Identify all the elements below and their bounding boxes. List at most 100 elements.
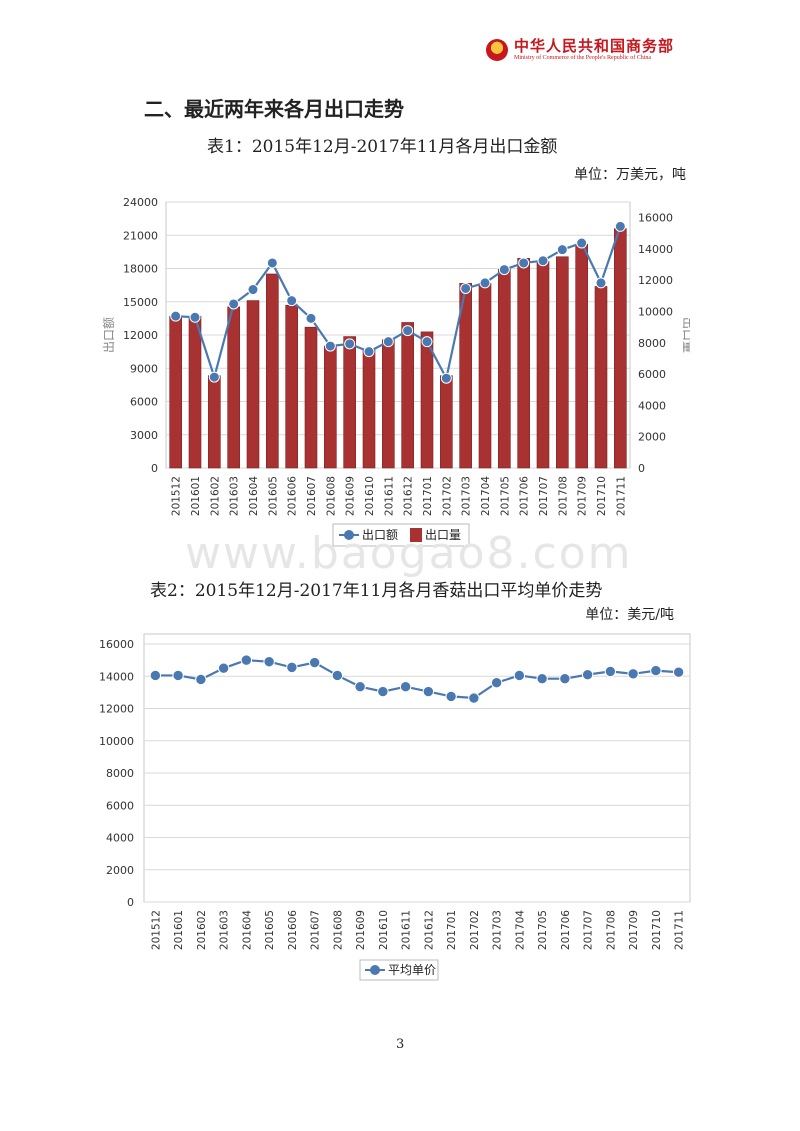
point-export-value (402, 325, 414, 337)
y-tick-label: 24000 (123, 196, 158, 209)
point-export-value (498, 264, 510, 276)
x-tick-label: 201605 (267, 476, 279, 516)
y-tick-label: 14000 (99, 670, 134, 683)
point-export-value (228, 298, 240, 310)
x-tick-label: 201512 (150, 910, 162, 950)
point-export-value (518, 257, 530, 269)
bar-export-volume (594, 286, 608, 469)
x-tick-label: 201604 (241, 910, 253, 950)
bar-export-volume (382, 339, 395, 469)
point-average-price (581, 668, 594, 681)
point-average-price (468, 692, 480, 704)
x-tick-label: 201711 (615, 476, 627, 516)
chart-average-unit-price: 0 2000 4000 6000 8000 10000 12000 14000 16000 201… (99, 633, 691, 981)
y2-tick-label: 0 (638, 462, 645, 475)
x-tick-label: 201607 (306, 476, 318, 516)
national-emblem-icon (485, 39, 508, 61)
x-tick-label: 201704 (514, 910, 526, 950)
point-average-price (149, 669, 162, 682)
y-tick-label: 0 (127, 896, 134, 909)
point-export-value (479, 277, 491, 289)
point-average-price (286, 661, 298, 674)
point-export-value (305, 312, 317, 324)
bar-export-volume (401, 322, 414, 469)
point-export-value (266, 257, 278, 269)
bar-export-volume (362, 348, 376, 469)
y2-tick-label: 16000 (638, 212, 673, 225)
point-average-price (627, 668, 639, 680)
y-tick-label: 2000 (106, 864, 134, 877)
plot-area (143, 633, 691, 903)
point-average-price (172, 669, 184, 682)
y-tick-label: 4000 (106, 832, 134, 845)
x-tick-label: 201707 (538, 476, 550, 516)
org-name-en: Ministry of Commerce of the People's Rep… (513, 55, 652, 61)
x-tick-label: 201607 (310, 910, 322, 950)
y-tick-label: 6000 (130, 396, 158, 409)
x-tick-label: 201701 (446, 910, 458, 950)
point-export-value (382, 336, 394, 348)
bar-export-volume (188, 315, 202, 469)
y2-tick-label: 14000 (638, 243, 673, 256)
y2-tick-label: 12000 (638, 274, 673, 287)
bar-export-volume (536, 261, 550, 469)
point-export-value (363, 346, 375, 358)
y-tick-label: 15000 (123, 296, 158, 309)
x-tick-label: 201606 (287, 910, 299, 950)
y-tick-label: 12000 (99, 703, 134, 716)
x-tick-label: 201710 (596, 476, 608, 516)
bar-export-volume (246, 300, 260, 469)
bar-export-volume (420, 331, 434, 469)
point-export-value (344, 338, 356, 350)
x-tick-label: 201703 (461, 476, 473, 516)
y-tick-label: 16000 (99, 638, 134, 651)
point-average-price (422, 685, 435, 698)
bar-export-volume (208, 375, 221, 469)
point-export-value (595, 277, 607, 289)
bar-export-volume (498, 268, 511, 469)
x-tick-label: 201603 (219, 910, 231, 950)
chart-export-value-volume: 0300060009000120001500018000210002400002… (102, 196, 690, 547)
x-tick-label: 201610 (364, 476, 376, 516)
x-tick-label: 201603 (229, 476, 241, 516)
point-average-price (604, 665, 617, 678)
y-tick-label: 18000 (123, 263, 158, 276)
x-tick-label: 201608 (332, 910, 344, 950)
y-tick-label: 0 (151, 462, 158, 475)
x-tick-label: 201705 (499, 476, 511, 516)
x-tick-label: 201708 (605, 910, 617, 950)
x-tick-label: 201604 (248, 476, 260, 516)
x-tick-label: 201606 (287, 476, 299, 516)
x-tick-label: 201609 (345, 476, 357, 516)
point-average-price (195, 673, 207, 686)
table1-unit: 单位：万美元，吨 (574, 167, 686, 183)
point-average-price (263, 656, 275, 668)
table2-caption: 表2：2015年12月-2017年11月各月香菇出口平均单价走势 (150, 581, 603, 601)
x-tick-label: 201702 (469, 910, 481, 950)
bar-export-volume (575, 243, 588, 469)
bar-export-volume (614, 228, 627, 469)
point-export-value (208, 371, 220, 383)
bar-export-volume (285, 304, 298, 469)
point-export-value (614, 220, 626, 232)
bar-export-volume (304, 326, 318, 469)
legend-bar-swatch (410, 528, 422, 542)
point-export-value (537, 255, 549, 267)
bar-export-volume (478, 283, 492, 469)
x-tick-label: 201707 (583, 910, 595, 950)
point-average-price (490, 677, 503, 689)
y2-tick-label: 10000 (638, 306, 673, 319)
x-tick-label: 201709 (577, 476, 589, 516)
legend-line-marker (344, 530, 354, 540)
y-tick-label: 9000 (130, 362, 158, 375)
page-number: 3 (396, 1037, 405, 1052)
point-export-value (247, 284, 259, 296)
point-average-price (536, 672, 548, 685)
point-export-value (576, 237, 588, 249)
org-name-cn: 中华人民共和国商务部 (513, 37, 674, 55)
x-tick-label: 201612 (423, 910, 435, 950)
table1-caption: 表1：2015年12月-2017年11月各月出口金额 (207, 137, 558, 157)
point-export-value (324, 340, 336, 352)
x-tick-label: 201702 (441, 476, 453, 516)
x-tick-label: 201711 (674, 910, 686, 950)
